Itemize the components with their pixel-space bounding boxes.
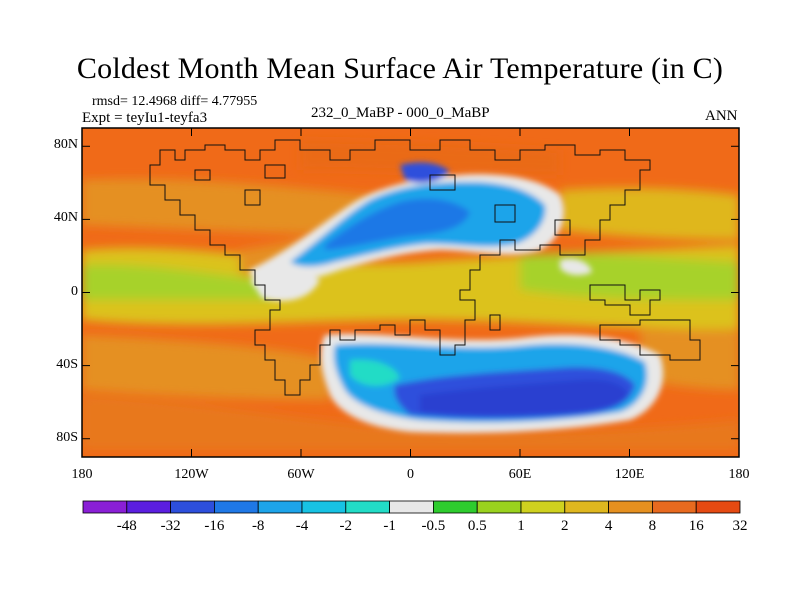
colorbar-label: -32 bbox=[160, 518, 181, 534]
colorbar-label: -4 bbox=[295, 518, 309, 534]
colorbar-swatch bbox=[170, 500, 215, 514]
temperature-field bbox=[82, 128, 739, 457]
x-tick-label: 60W bbox=[287, 467, 315, 482]
colorbar-swatch bbox=[652, 500, 697, 514]
colorbar-swatch bbox=[257, 500, 303, 514]
period-label: 232_0_MaBP - 000_0_MaBP bbox=[311, 105, 490, 121]
colorbar-label: 32 bbox=[732, 518, 748, 534]
colorbar-label: 4 bbox=[604, 518, 613, 534]
x-tick-label: 0 bbox=[407, 467, 414, 482]
colorbar-swatch bbox=[301, 500, 347, 514]
colorbar-swatch bbox=[520, 500, 566, 514]
colorbar-swatch bbox=[432, 500, 478, 514]
plot-title: Coldest Month Mean Surface Air Temperatu… bbox=[76, 52, 724, 85]
y-tick-label: 80N bbox=[53, 137, 78, 153]
continent-outlines bbox=[149, 139, 701, 396]
x-tick-label: 120E bbox=[614, 467, 645, 482]
colorbar-swatch bbox=[82, 500, 128, 514]
colorbar-swatch bbox=[608, 500, 653, 514]
colorbar-label: -8 bbox=[251, 518, 265, 534]
colorbar-label: 8 bbox=[648, 518, 657, 534]
experiment-label: Expt = teyIu1-teyfa3 bbox=[82, 110, 208, 126]
colorbar-swatch bbox=[213, 500, 259, 514]
colorbar-swatch bbox=[695, 500, 741, 514]
colorbar-label: 0.5 bbox=[467, 518, 487, 534]
y-tick-label: 80S bbox=[56, 429, 78, 445]
x-tick-label: 60E bbox=[508, 467, 532, 482]
season-label: ANN bbox=[705, 108, 738, 124]
y-tick-label: 0 bbox=[71, 283, 78, 299]
colorbar-label: 16 bbox=[688, 518, 704, 534]
colorbar-swatch bbox=[126, 500, 172, 514]
y-tick-label: 40N bbox=[53, 210, 78, 226]
y-tick-label: 40S bbox=[56, 356, 78, 372]
stats-label: rmsd= 12.4968 diff= 4.77955 bbox=[92, 94, 258, 109]
colorbar bbox=[82, 500, 741, 514]
colorbar-label: -0.5 bbox=[421, 518, 446, 534]
colorbar-label: -16 bbox=[204, 518, 225, 534]
colorbar-label: -48 bbox=[116, 518, 137, 534]
x-tick-label: 120W bbox=[174, 467, 209, 482]
colorbar-label: -2 bbox=[339, 518, 353, 534]
colorbar-swatch bbox=[476, 500, 522, 514]
colorbar-swatch bbox=[345, 500, 390, 514]
x-tick-label: 180 bbox=[728, 467, 750, 482]
x-tick-label: 180 bbox=[71, 467, 93, 482]
colorbar-swatch bbox=[564, 500, 609, 514]
colorbar-swatch bbox=[389, 500, 434, 514]
colorbar-label: -1 bbox=[383, 518, 396, 534]
colorbar-label: 1 bbox=[517, 518, 525, 534]
colorbar-label: 2 bbox=[561, 518, 569, 534]
